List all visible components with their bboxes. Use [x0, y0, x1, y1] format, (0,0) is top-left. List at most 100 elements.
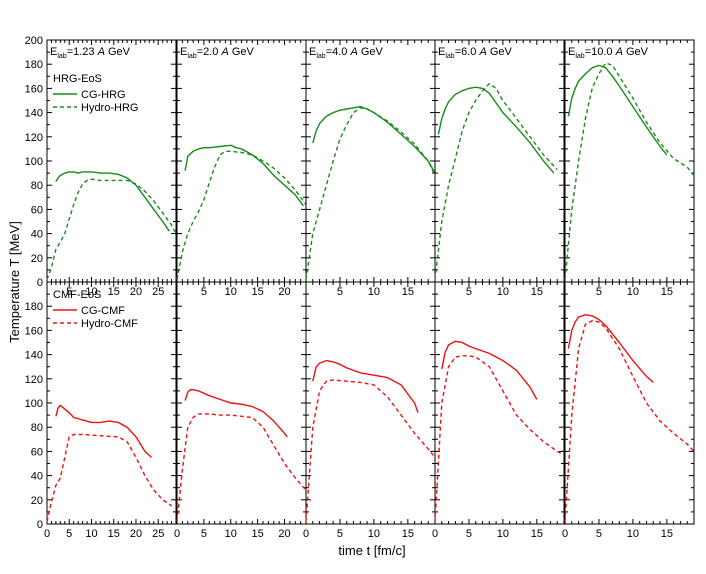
energy-label: Elab=4.0 A GeV [309, 46, 384, 60]
y-axis-title: Temperature T [MeV] [7, 221, 22, 343]
x-tick-label: 5 [201, 528, 207, 540]
x-tick-label: 20 [278, 286, 290, 298]
x-tick-label: 5 [466, 528, 472, 540]
x-tick-label: 5 [66, 528, 72, 540]
hydro-series-line [305, 379, 436, 522]
y-tick-label: 80 [31, 422, 43, 434]
energy-label: Elab=1.23 A GeV [50, 46, 131, 60]
x-tick-label: 10 [627, 528, 639, 540]
panel-frame [564, 281, 695, 525]
cg-series-line [312, 359, 419, 413]
panel: 5 10 15 Elab=4.0 A GeV [305, 39, 436, 298]
legend-entry-hydro: Hydro-CMF [81, 318, 138, 330]
y-tick-label: 40 [31, 471, 43, 483]
hydro-series-line [564, 62, 695, 280]
y-tick-label: 20 [31, 495, 43, 507]
panel: 5 10 15 Elab=6.0 A GeV [434, 39, 565, 298]
eos-label: CMF-EoS [53, 289, 101, 301]
x-tick-label: 5 [596, 286, 602, 298]
x-tick-label: 10 [497, 528, 509, 540]
x-tick-label: 10 [225, 286, 237, 298]
legend-entry-cg: CG-CMF [81, 305, 125, 317]
hydro-series-line [46, 433, 172, 522]
hydro-series-line [434, 82, 558, 280]
panel: 0 5 10 15 [432, 281, 565, 540]
x-tick-label: 5 [596, 528, 602, 540]
x-tick-label: 0 [432, 528, 438, 540]
x-tick-label: 5 [201, 286, 207, 298]
x-tick-label: 15 [402, 286, 414, 298]
cg-series-line [184, 144, 304, 207]
x-tick-label: 20 [278, 528, 290, 540]
x-tick-label: 10 [85, 286, 97, 298]
x-tick-label: 0 [44, 528, 50, 540]
x-tick-label: 5 [66, 286, 72, 298]
y-tick-label: 160 [25, 325, 43, 337]
panel: 0 5 10 15 20 25 [44, 281, 177, 540]
cg-series-line [441, 340, 538, 400]
panels: 0204060801001201401601800204060801001201… [25, 35, 695, 540]
x-tick-label: 20 [130, 528, 142, 540]
x-tick-label: 0 [562, 528, 568, 540]
y-tick-label: 60 [31, 446, 43, 458]
x-tick-label: 15 [531, 286, 543, 298]
panel-frame [176, 281, 307, 525]
energy-label: Elab=2.0 A GeV [180, 46, 255, 60]
panel: 0 5 10 15 20 [174, 281, 307, 540]
y-tick-label: 180 [25, 301, 43, 313]
x-tick-label: 15 [108, 286, 120, 298]
x-tick-label: 15 [661, 286, 673, 298]
hydro-series-line [305, 107, 436, 280]
panel: 0 5 10 15 [303, 281, 436, 540]
x-tick-label: 15 [402, 528, 414, 540]
panel: 5 10 15 20 Elab=2.0 A GeV [176, 39, 307, 298]
y-tick-label: 60 [31, 204, 43, 216]
x-tick-label: 20 [130, 286, 142, 298]
x-tick-label: 5 [466, 286, 472, 298]
x-axis-title: time t [fm/c] [338, 543, 405, 558]
y-tick-label: 180 [25, 59, 43, 71]
y-tick-label: 120 [25, 132, 43, 144]
x-tick-label: 10 [368, 528, 380, 540]
panel-frame [305, 39, 436, 283]
x-tick-label: 10 [85, 528, 97, 540]
y-tick-label: 0 [37, 277, 43, 289]
cg-series-line [184, 389, 288, 438]
cg-series-line [567, 314, 654, 383]
y-tick-label: 0 [37, 519, 43, 531]
energy-label: Elab=10.0 A GeV [568, 46, 649, 60]
hydro-series-line [434, 355, 565, 522]
y-tick-label: 40 [31, 229, 43, 241]
panel: 5 10 15 Elab=10.0 A GeV [564, 39, 695, 298]
x-tick-label: 15 [252, 528, 264, 540]
panel-frame [305, 281, 436, 525]
panel-frame [434, 281, 565, 525]
y-tick-label: 80 [31, 180, 43, 192]
legend-entry-cg: CG-HRG [81, 89, 126, 101]
hydro-series-line [46, 178, 177, 280]
cg-series-line [55, 171, 170, 232]
cg-series-line [55, 404, 152, 458]
energy-label: Elab=6.0 A GeV [438, 46, 513, 60]
cg-series-line [567, 64, 668, 156]
x-tick-label: 10 [368, 286, 380, 298]
legend-entry-hydro: Hydro-HRG [81, 102, 138, 114]
x-tick-label: 25 [152, 286, 164, 298]
x-tick-label: 0 [174, 528, 180, 540]
y-tick-label: 20 [31, 253, 43, 265]
x-tick-label: 25 [152, 528, 164, 540]
y-tick-label: 120 [25, 374, 43, 386]
hydro-series-line [176, 413, 307, 522]
y-tick-label: 140 [25, 350, 43, 362]
x-tick-label: 10 [225, 528, 237, 540]
x-tick-label: 5 [337, 528, 343, 540]
panel-frame [564, 39, 695, 283]
panel: 0 5 10 15 [562, 281, 695, 540]
y-tick-label: 160 [25, 83, 43, 95]
panel-frame [176, 39, 307, 283]
hydro-series-line [564, 320, 695, 522]
x-tick-label: 10 [627, 286, 639, 298]
panel: 5 10 15 20 25 Elab=1.23 A GeV [46, 39, 177, 298]
cg-series-line [312, 105, 436, 174]
